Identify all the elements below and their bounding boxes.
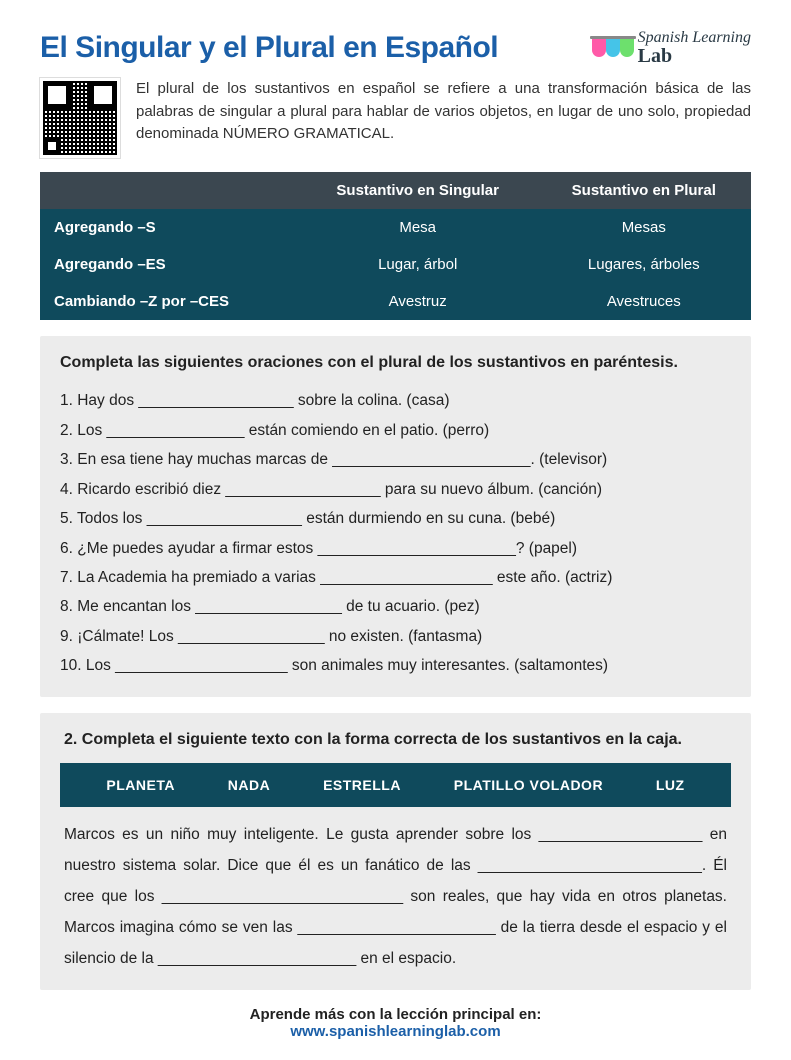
rule-cell: Agregando –S [40, 209, 299, 246]
logo-line1: Spanish Learning [638, 30, 751, 46]
plural-cell: Avestruces [537, 283, 751, 320]
word-item: ESTRELLA [323, 777, 401, 793]
list-item: 9. ¡Cálmate! Los _________________ no ex… [60, 622, 731, 651]
list-item: 4. Ricardo escribió diez _______________… [60, 475, 731, 504]
footer: Aprende más con la lección principal en:… [40, 1006, 751, 1040]
th-rule [40, 172, 299, 209]
rule-cell: Cambiando –Z por –CES [40, 283, 299, 320]
intro-row: El plural de los sustantivos en español … [40, 78, 751, 158]
plural-cell: Lugares, árboles [537, 246, 751, 283]
list-item: 10. Los ____________________ son animale… [60, 651, 731, 680]
list-item: 6. ¿Me puedes ayudar a firmar estos ____… [60, 534, 731, 563]
page-title: El Singular y el Plural en Español [40, 31, 592, 65]
beaker-icon [592, 39, 606, 57]
rules-table: Sustantivo en Singular Sustantivo en Plu… [40, 172, 751, 320]
list-item: 8. Me encantan los _________________ de … [60, 592, 731, 621]
beakers-icon [592, 39, 634, 57]
exercise2-title: 2. Completa el siguiente texto con la fo… [60, 729, 731, 751]
word-item: LUZ [656, 777, 685, 793]
footer-line1: Aprende más con la lección principal en: [40, 1006, 751, 1023]
th-singular: Sustantivo en Singular [299, 172, 537, 209]
brand-logo: Spanish Learning Lab [592, 30, 751, 66]
singular-cell: Lugar, árbol [299, 246, 537, 283]
exercise-1: Completa las siguientes oraciones con el… [40, 336, 751, 697]
rule-cell: Agregando –ES [40, 246, 299, 283]
word-box: PLANETA NADA ESTRELLA PLATILLO VOLADOR LUZ [60, 763, 731, 807]
exercise-2: 2. Completa el siguiente texto con la fo… [40, 713, 751, 990]
th-plural: Sustantivo en Plural [537, 172, 751, 209]
beaker-icon [606, 39, 620, 57]
exercise1-title: Completa las siguientes oraciones con el… [60, 352, 731, 374]
logo-line2: Lab [638, 46, 751, 66]
exercise2-paragraph: Marcos es un niño muy inteligente. Le gu… [60, 819, 731, 974]
list-item: 3. En esa tiene hay muchas marcas de ___… [60, 445, 731, 474]
list-item: 5. Todos los __________________ están du… [60, 504, 731, 533]
exercise1-list: 1. Hay dos __________________ sobre la c… [60, 386, 731, 680]
rules-tbody: Agregando –SMesaMesas Agregando –ESLugar,… [40, 209, 751, 320]
singular-cell: Avestruz [299, 283, 537, 320]
plural-cell: Mesas [537, 209, 751, 246]
list-item: 7. La Academia ha premiado a varias ____… [60, 563, 731, 592]
beaker-icon [620, 39, 634, 57]
singular-cell: Mesa [299, 209, 537, 246]
intro-text: El plural de los sustantivos en español … [136, 78, 751, 146]
header-row: El Singular y el Plural en Español Spani… [40, 30, 751, 66]
word-item: NADA [228, 777, 270, 793]
qr-code [40, 78, 120, 158]
word-item: PLANETA [106, 777, 175, 793]
list-item: 2. Los ________________ están comiendo e… [60, 416, 731, 445]
footer-link[interactable]: www.spanishlearninglab.com [40, 1023, 751, 1040]
list-item: 1. Hay dos __________________ sobre la c… [60, 386, 731, 415]
logo-text: Spanish Learning Lab [638, 30, 751, 66]
word-item: PLATILLO VOLADOR [454, 777, 603, 793]
